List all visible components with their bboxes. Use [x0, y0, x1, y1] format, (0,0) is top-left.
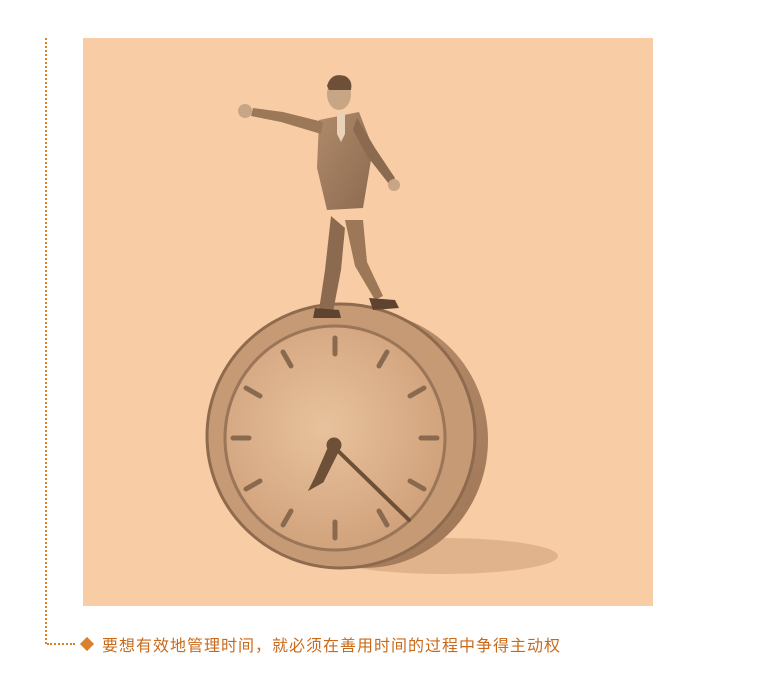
diamond-icon	[79, 636, 95, 652]
clock	[205, 302, 488, 570]
businessman-clock-illustration	[205, 75, 558, 574]
clock-hands	[307, 437, 411, 522]
businessman-figure	[238, 75, 400, 318]
caption: 要想有效地管理时间，就必须在善用时间的过程中争得主动权	[78, 631, 561, 657]
dotted-vertical-rule	[45, 38, 47, 644]
caption-text: 要想有效地管理时间，就必须在善用时间的过程中争得主动权	[102, 636, 562, 655]
dotted-horizontal-rule	[47, 643, 75, 645]
clock-ticks	[230, 335, 440, 541]
illustration-panel	[83, 38, 653, 606]
